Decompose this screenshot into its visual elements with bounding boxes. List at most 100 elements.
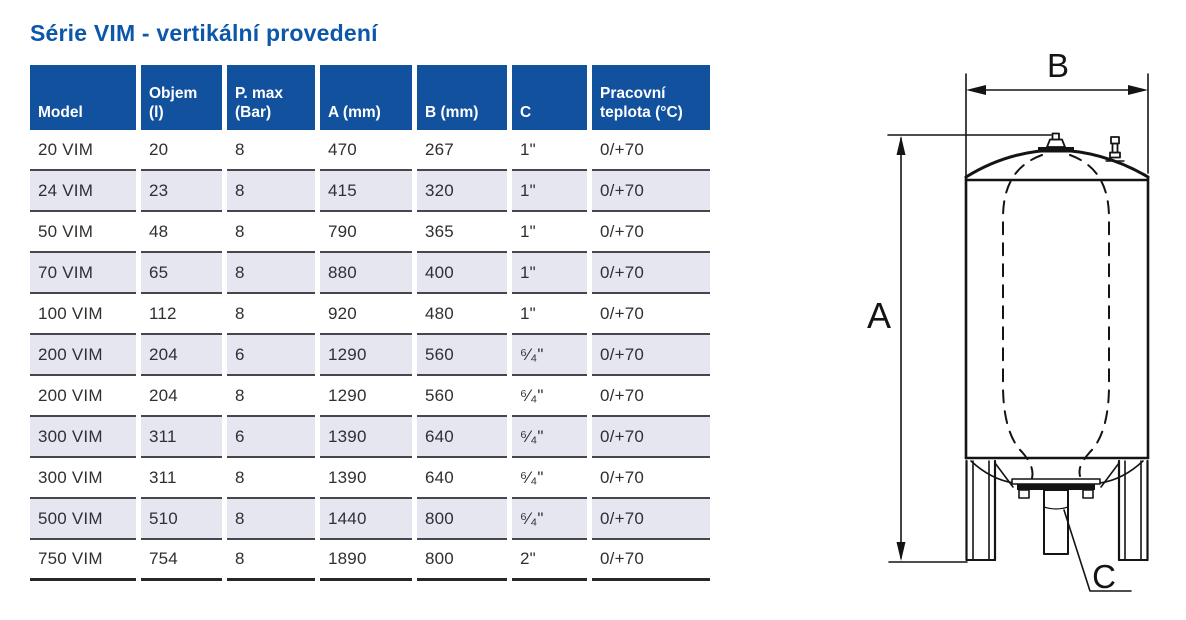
table-row: 300 VIM 311 8 1390 640 ⁶⁄₄" 0/+70 bbox=[30, 458, 710, 499]
cell-model: 200 VIM bbox=[30, 376, 136, 417]
cell-model: 20 VIM bbox=[30, 130, 136, 171]
label-b: B bbox=[1047, 47, 1069, 84]
cell-a-mm: 415 bbox=[320, 171, 412, 212]
cell-c: 1" bbox=[512, 171, 587, 212]
cell-b-mm: 320 bbox=[417, 171, 507, 212]
cell-model: 750 VIM bbox=[30, 540, 136, 581]
cell-a-mm: 470 bbox=[320, 130, 412, 171]
cell-teplota: 0/+70 bbox=[592, 499, 710, 540]
cell-b-mm: 560 bbox=[417, 335, 507, 376]
cell-objem: 204 bbox=[141, 335, 222, 376]
cell-a-mm: 1390 bbox=[320, 458, 412, 499]
a-dimension bbox=[887, 134, 1052, 563]
cell-a-mm: 790 bbox=[320, 212, 412, 253]
c-leader-line bbox=[1063, 509, 1132, 592]
table-row: 50 VIM 48 8 790 365 1" 0/+70 bbox=[30, 212, 710, 253]
cell-objem: 754 bbox=[141, 540, 222, 581]
cell-model: 24 VIM bbox=[30, 171, 136, 212]
cell-c: ⁶⁄₄" bbox=[512, 335, 587, 376]
cell-objem: 204 bbox=[141, 376, 222, 417]
cell-objem: 20 bbox=[141, 130, 222, 171]
cell-c: ⁶⁄₄" bbox=[512, 499, 587, 540]
tank-outline bbox=[964, 148, 1150, 484]
col-pmax: P. max (Bar) bbox=[227, 65, 315, 130]
cell-b-mm: 640 bbox=[417, 458, 507, 499]
col-a-mm: A (mm) bbox=[320, 65, 412, 130]
cell-a-mm: 1290 bbox=[320, 335, 412, 376]
table-header: Model Objem (l) P. max (Bar) A (mm) B (m… bbox=[30, 65, 710, 130]
cell-b-mm: 800 bbox=[417, 499, 507, 540]
page-title: Série VIM - vertikální provedení bbox=[30, 20, 378, 46]
col-objem: Objem (l) bbox=[141, 65, 222, 130]
cell-teplota: 0/+70 bbox=[592, 335, 710, 376]
cell-teplota: 0/+70 bbox=[592, 294, 710, 335]
cell-teplota: 0/+70 bbox=[592, 212, 710, 253]
bottom-connection bbox=[1011, 478, 1101, 555]
cell-pmax: 8 bbox=[227, 130, 315, 171]
col-teplota: Pracovní teplota (°C) bbox=[592, 65, 710, 130]
table-row: 300 VIM 311 6 1390 640 ⁶⁄₄" 0/+70 bbox=[30, 417, 710, 458]
cell-pmax: 8 bbox=[227, 458, 315, 499]
top-fitting bbox=[1038, 132, 1074, 153]
col-c: C bbox=[512, 65, 587, 130]
table-row: 100 VIM 112 8 920 480 1" 0/+70 bbox=[30, 294, 710, 335]
cell-pmax: 8 bbox=[227, 253, 315, 294]
table-body: 20 VIM 20 8 470 267 1" 0/+70 24 VIM 23 8… bbox=[30, 130, 710, 581]
cell-pmax: 6 bbox=[227, 335, 315, 376]
cell-objem: 510 bbox=[141, 499, 222, 540]
table-row: 200 VIM 204 8 1290 560 ⁶⁄₄" 0/+70 bbox=[30, 376, 710, 417]
cell-pmax: 8 bbox=[227, 499, 315, 540]
cell-model: 500 VIM bbox=[30, 499, 136, 540]
cell-model: 200 VIM bbox=[30, 335, 136, 376]
table-row: 24 VIM 23 8 415 320 1" 0/+70 bbox=[30, 171, 710, 212]
cell-objem: 23 bbox=[141, 171, 222, 212]
cell-teplota: 0/+70 bbox=[592, 458, 710, 499]
label-a: A bbox=[867, 295, 891, 336]
cell-objem: 311 bbox=[141, 458, 222, 499]
cell-c: 1" bbox=[512, 253, 587, 294]
air-valve bbox=[1105, 136, 1125, 162]
cell-c: 1" bbox=[512, 294, 587, 335]
cell-objem: 65 bbox=[141, 253, 222, 294]
cell-pmax: 6 bbox=[227, 417, 315, 458]
table-row: 200 VIM 204 6 1290 560 ⁶⁄₄" 0/+70 bbox=[30, 335, 710, 376]
col-b-mm: B (mm) bbox=[417, 65, 507, 130]
cell-model: 300 VIM bbox=[30, 458, 136, 499]
cell-model: 70 VIM bbox=[30, 253, 136, 294]
cell-model: 300 VIM bbox=[30, 417, 136, 458]
cell-teplota: 0/+70 bbox=[592, 540, 710, 581]
cell-teplota: 0/+70 bbox=[592, 130, 710, 171]
cell-objem: 311 bbox=[141, 417, 222, 458]
cell-a-mm: 1390 bbox=[320, 417, 412, 458]
cell-c: ⁶⁄₄" bbox=[512, 417, 587, 458]
cell-pmax: 8 bbox=[227, 376, 315, 417]
cell-pmax: 8 bbox=[227, 294, 315, 335]
table-row: 500 VIM 510 8 1440 800 ⁶⁄₄" 0/+70 bbox=[30, 499, 710, 540]
cell-objem: 112 bbox=[141, 294, 222, 335]
cell-a-mm: 1890 bbox=[320, 540, 412, 581]
cell-c: ⁶⁄₄" bbox=[512, 376, 587, 417]
cell-teplota: 0/+70 bbox=[592, 376, 710, 417]
tank-diagram: B A bbox=[867, 47, 1150, 595]
cell-teplota: 0/+70 bbox=[592, 417, 710, 458]
cell-c: 1" bbox=[512, 130, 587, 171]
cell-pmax: 8 bbox=[227, 540, 315, 581]
spec-table: Model Objem (l) P. max (Bar) A (mm) B (m… bbox=[25, 65, 715, 581]
cell-b-mm: 480 bbox=[417, 294, 507, 335]
cell-b-mm: 365 bbox=[417, 212, 507, 253]
cell-model: 100 VIM bbox=[30, 294, 136, 335]
col-model: Model bbox=[30, 65, 136, 130]
cell-c: 2" bbox=[512, 540, 587, 581]
cell-a-mm: 880 bbox=[320, 253, 412, 294]
cell-a-mm: 1440 bbox=[320, 499, 412, 540]
cell-model: 50 VIM bbox=[30, 212, 136, 253]
table-row: 70 VIM 65 8 880 400 1" 0/+70 bbox=[30, 253, 710, 294]
cell-b-mm: 800 bbox=[417, 540, 507, 581]
b-dimension bbox=[965, 73, 1149, 178]
table-row: 750 VIM 754 8 1890 800 2" 0/+70 bbox=[30, 540, 710, 581]
cell-a-mm: 1290 bbox=[320, 376, 412, 417]
cell-pmax: 8 bbox=[227, 171, 315, 212]
legs bbox=[965, 459, 1149, 562]
header-row: Model Objem (l) P. max (Bar) A (mm) B (m… bbox=[30, 65, 710, 130]
cell-a-mm: 920 bbox=[320, 294, 412, 335]
